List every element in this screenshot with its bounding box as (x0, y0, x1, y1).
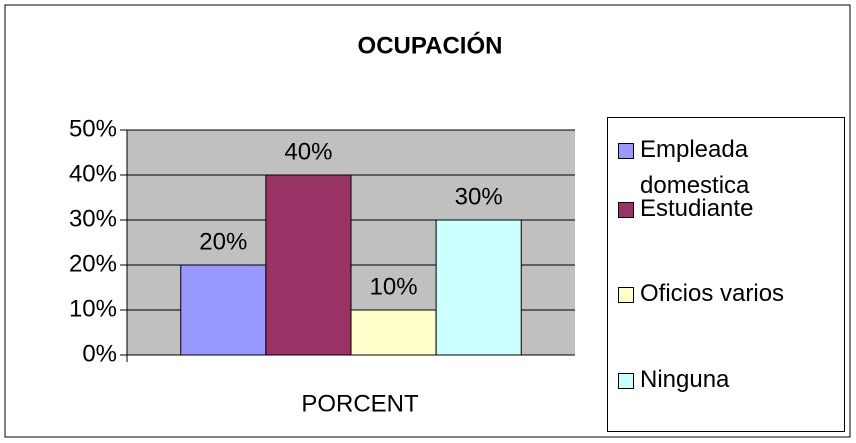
y-tick-label: 20% (69, 250, 117, 277)
legend: Empleada domestica Estudiante Oficios vari… (607, 117, 845, 432)
legend-item: Oficios varios (618, 276, 840, 312)
y-tick-label: 30% (69, 205, 117, 232)
data-label: 30% (455, 183, 503, 210)
data-label: 20% (199, 228, 247, 255)
legend-swatch (618, 143, 634, 159)
y-tick-label: 0% (82, 340, 117, 367)
legend-item: Empleada domestica (618, 132, 840, 204)
legend-swatch (618, 287, 634, 303)
bar (435, 219, 522, 356)
legend-swatch (618, 202, 634, 218)
bar (265, 174, 352, 356)
data-label: 10% (370, 273, 418, 300)
y-tick-label: 10% (69, 295, 117, 322)
legend-label: Estudiante (640, 195, 754, 222)
legend-label: Empleada domestica (640, 136, 750, 199)
legend-label: Ninguna (640, 366, 730, 393)
legend-swatch (618, 373, 634, 389)
y-tick-label: 40% (69, 160, 117, 187)
legend-label: Oficios varios (640, 280, 785, 307)
chart-title: OCUPACIÓN (358, 31, 503, 59)
x-axis-label: PORCENT (301, 390, 419, 417)
legend-item: Ninguna (618, 362, 840, 398)
y-tick-label: 50% (69, 115, 117, 142)
legend-item: Estudiante (618, 191, 840, 227)
data-label: 40% (284, 138, 332, 165)
bar (180, 264, 267, 356)
bar (350, 309, 437, 356)
